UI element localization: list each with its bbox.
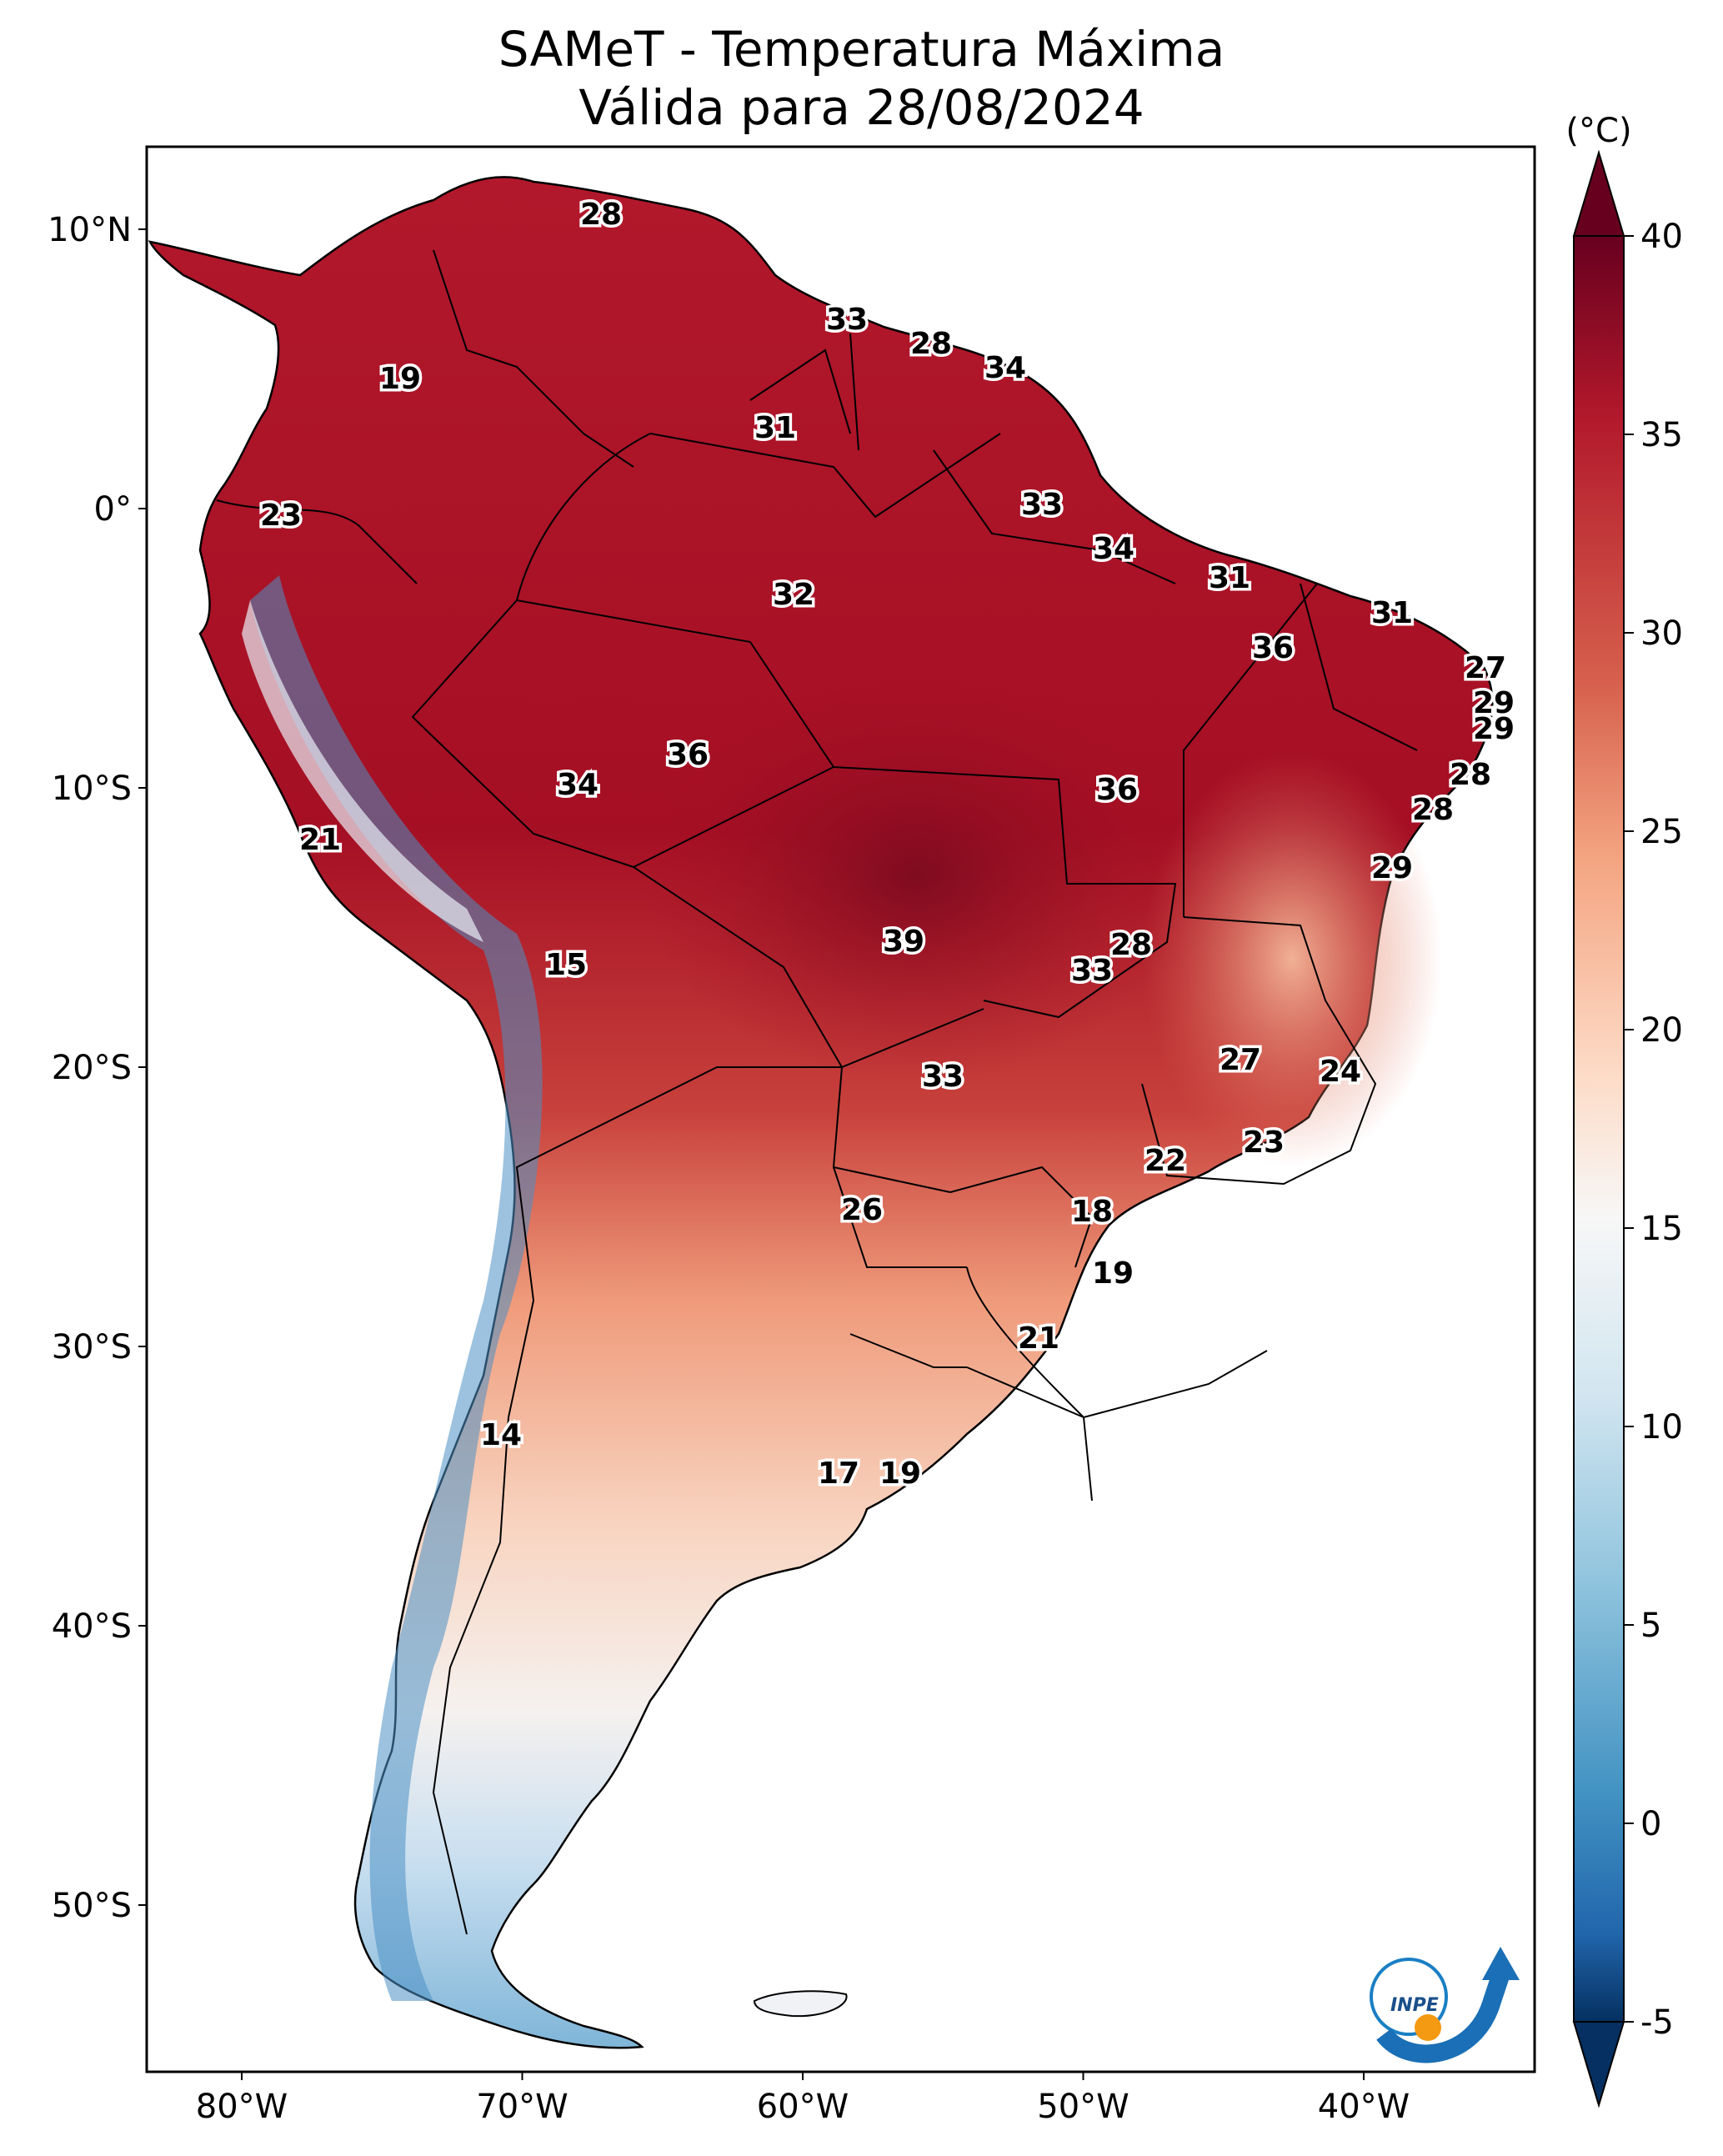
latitude-label: 50°S: [52, 1887, 132, 1925]
temperature-value-label: 24: [1320, 1055, 1361, 1089]
temperature-value-label: 29: [1473, 686, 1515, 720]
colorbar-tick-label: -5: [1640, 2003, 1674, 2042]
temperature-value-label: 17: [818, 1457, 859, 1491]
inpe-logo-text: INPE: [1390, 1995, 1439, 2016]
latitude-label: 40°S: [52, 1607, 132, 1646]
temperature-value-label: 33: [1071, 954, 1113, 988]
colorbar: (°C) 40 35 30 25 20 15 10 5 0 -5: [1565, 112, 1683, 2108]
temperature-value-label: 14: [480, 1418, 522, 1452]
temperature-value-label: 28: [1412, 793, 1454, 827]
temperature-value-label: 39: [883, 925, 924, 959]
latitude-label: 10°N: [48, 211, 132, 249]
temperature-value-label: 19: [379, 362, 421, 396]
colorbar-tick-label: 40: [1640, 218, 1683, 256]
temperature-value-label: 33: [826, 303, 868, 337]
colorbar-tick-label: 10: [1640, 1408, 1683, 1447]
longitude-label: 60°W: [757, 2088, 849, 2126]
temperature-value-label: 15: [545, 948, 587, 982]
colorbar-tick-label: 30: [1640, 614, 1683, 653]
temperature-value-label: 31: [1209, 561, 1250, 595]
temperature-value-label: 29: [1473, 712, 1515, 746]
temperature-value-label: 22: [1144, 1144, 1186, 1178]
temperature-value-label: 28: [1110, 928, 1152, 962]
temperature-value-label: 21: [1018, 1321, 1059, 1356]
central-brazil-hot-core: [642, 667, 1192, 1084]
temperature-value-label: 19: [1092, 1256, 1134, 1291]
colorbar-tick-label: 5: [1640, 1607, 1661, 1645]
longitude-label: 70°W: [476, 2088, 568, 2126]
temperature-value-label: 28: [580, 198, 622, 232]
temperature-value-label: 34: [1093, 532, 1134, 566]
map-subtitle: Válida para 28/08/2024: [579, 79, 1144, 136]
map-title: SAMeT - Temperatura Máxima: [498, 21, 1225, 78]
latitude-label: 0°: [94, 490, 132, 529]
colorbar-tick-label: 0: [1640, 1805, 1661, 1843]
latitude-label: 10°S: [52, 770, 132, 808]
temperature-value-label: 21: [299, 823, 341, 857]
latitude-label: 20°S: [52, 1049, 132, 1087]
longitude-axis: 80°W 70°W 60°W 50°W 40°W: [196, 2072, 1410, 2126]
temperature-value-label: 32: [773, 578, 814, 612]
temperature-value-label: 36: [1252, 631, 1294, 665]
temperature-value-label: 29: [1371, 851, 1413, 885]
colorbar-gradient: [1573, 235, 1625, 2023]
east-brazil-warm-zone: [1142, 750, 1442, 1167]
longitude-label: 40°W: [1318, 2088, 1410, 2126]
temperature-value-label: 36: [1096, 773, 1138, 807]
temperature-value-label: 26: [841, 1193, 883, 1227]
latitude-axis: 10°N 0° 10°S 20°S 30°S 40°S 50°S: [48, 211, 147, 1925]
longitude-label: 50°W: [1037, 2088, 1129, 2126]
colorbar-tick-label: 35: [1640, 416, 1683, 454]
longitude-label: 80°W: [196, 2088, 288, 2126]
colorbar-bottom-extend: [1572, 2021, 1625, 2108]
temperature-value-label: 18: [1071, 1195, 1113, 1229]
temperature-value-label: 23: [1243, 1126, 1285, 1160]
temperature-value-label: 31: [1371, 596, 1413, 630]
temperature-value-label: 27: [1465, 651, 1506, 685]
temperature-value-label: 28: [1450, 758, 1491, 792]
temperature-value-label: 19: [879, 1457, 921, 1491]
country-borders: [216, 249, 1418, 1935]
temperature-value-label: 34: [557, 768, 599, 802]
colorbar-top-extend: [1572, 149, 1625, 237]
colorbar-tick-label: 15: [1640, 1210, 1683, 1248]
temperature-value-label: 28: [910, 327, 952, 361]
latitude-label: 30°S: [52, 1328, 132, 1366]
temperature-value-label: 23: [260, 499, 302, 533]
colorbar-tick-label: 20: [1640, 1011, 1683, 1050]
colorbar-tick-label: 25: [1640, 813, 1683, 851]
temperature-value-label: 36: [667, 738, 709, 772]
temperature-value-label: 33: [1021, 488, 1063, 522]
temperature-value-label: 33: [922, 1060, 964, 1094]
temperature-value-label: 34: [984, 351, 1026, 385]
inpe-logo: INPE: [1370, 1947, 1520, 2063]
peru-coast-cool: [242, 600, 483, 942]
temperature-value-label: 31: [754, 411, 796, 445]
colorbar-unit-label: (°C): [1565, 112, 1631, 150]
temperature-value-label: 27: [1220, 1043, 1261, 1077]
